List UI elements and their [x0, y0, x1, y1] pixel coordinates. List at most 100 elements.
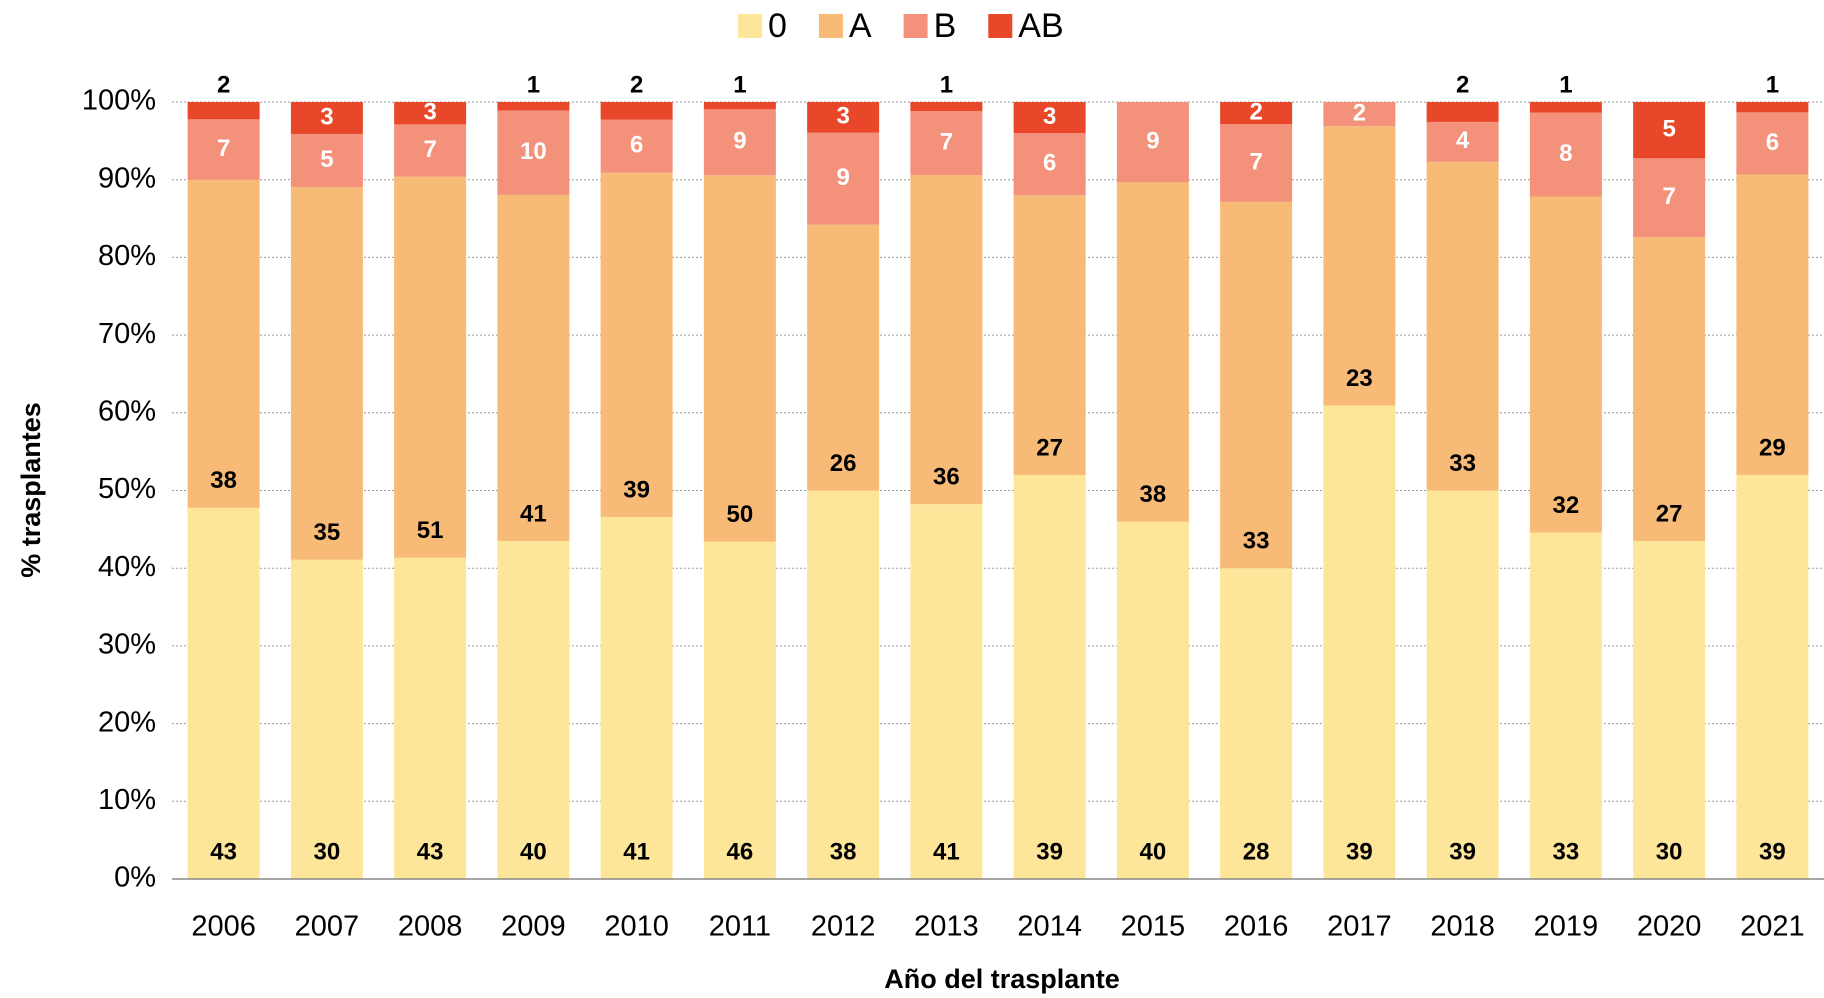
x-tick-label: 2012: [811, 911, 876, 943]
bar-segment: [1530, 533, 1602, 880]
y-tick-label: 70%: [98, 318, 156, 350]
data-label: 7: [423, 136, 436, 163]
data-label: 33: [1449, 450, 1476, 477]
y-tick-label: 80%: [98, 240, 156, 272]
bar-segment: [1323, 126, 1395, 405]
chart: % trasplantes Año del trasplante 0%10%20…: [0, 0, 1824, 998]
data-label: 1: [1766, 71, 1779, 98]
x-tick-label: 2016: [1224, 911, 1289, 943]
y-tick-label: 100%: [82, 85, 156, 117]
bar-segment: [1427, 491, 1499, 880]
bar-segment: [1530, 197, 1602, 533]
x-tick-label: 2015: [1121, 911, 1186, 943]
y-tick-label: 0%: [114, 862, 156, 894]
data-label: 43: [210, 838, 237, 865]
bar-segment: [1427, 162, 1499, 491]
data-label: 51: [417, 517, 444, 544]
bar-segment: [497, 102, 569, 110]
x-tick-label: 2009: [501, 911, 566, 943]
data-label: 1: [1559, 71, 1572, 98]
data-label: 39: [623, 476, 650, 503]
data-label: 8: [1559, 140, 1572, 167]
bar-segment: [497, 195, 569, 541]
x-tick-label: 2010: [604, 911, 669, 943]
data-label: 3: [423, 99, 436, 126]
data-label: 30: [1656, 838, 1683, 865]
bar-segment: [394, 558, 466, 879]
data-label: 6: [1043, 150, 1056, 177]
data-label: 10: [520, 138, 547, 165]
bar-segment: [1736, 175, 1808, 475]
bar-segment: [1220, 202, 1292, 568]
data-label: 5: [320, 146, 333, 173]
data-label: 38: [1140, 481, 1167, 508]
x-tick-label: 2019: [1534, 911, 1599, 943]
x-tick-label: 2013: [914, 911, 979, 943]
data-label: 39: [1449, 838, 1476, 865]
y-tick-label: 90%: [98, 162, 156, 194]
legend-swatch: [988, 14, 1012, 38]
bar-segment: [291, 560, 363, 879]
data-label: 9: [836, 164, 849, 191]
bar-segment: [1117, 522, 1189, 879]
legend-label: A: [849, 7, 872, 45]
bar-segment: [188, 508, 260, 879]
data-label: 35: [314, 519, 341, 546]
bar-segment: [1323, 406, 1395, 879]
legend-swatch: [904, 14, 928, 38]
data-label: 41: [520, 501, 547, 528]
data-label: 4: [1456, 127, 1470, 154]
data-label: 33: [1243, 528, 1270, 555]
data-label: 1: [527, 71, 540, 98]
data-label: 6: [1766, 129, 1779, 156]
data-label: 6: [630, 131, 643, 158]
data-label: 3: [1043, 103, 1056, 130]
bar-segment: [1736, 102, 1808, 112]
data-label: 27: [1036, 434, 1063, 461]
bar-segment: [1530, 102, 1602, 113]
x-tick-label: 2007: [295, 911, 360, 943]
data-label: 2: [217, 71, 230, 98]
data-label: 3: [320, 103, 333, 130]
data-label: 41: [933, 838, 960, 865]
data-label: 40: [520, 838, 547, 865]
data-label: 46: [727, 838, 754, 865]
x-tick-label: 2011: [709, 911, 771, 943]
data-label: 2: [1456, 71, 1469, 98]
data-label: 40: [1140, 838, 1167, 865]
data-label: 3: [836, 103, 849, 130]
x-axis-title: Año del trasplante: [884, 964, 1120, 994]
data-label: 9: [733, 128, 746, 155]
x-tick-label: 2017: [1327, 911, 1392, 943]
bar-segment: [704, 542, 776, 879]
data-label: 30: [314, 838, 341, 865]
y-tick-label: 50%: [98, 473, 156, 505]
y-tick-label: 30%: [98, 629, 156, 661]
bar-segment: [910, 102, 982, 111]
legend-label: B: [934, 7, 957, 45]
x-tick-label: 2018: [1430, 911, 1495, 943]
bar-segment: [1014, 475, 1086, 879]
data-label: 39: [1759, 838, 1786, 865]
data-label: 7: [1662, 183, 1675, 210]
x-tick-label: 2008: [398, 911, 463, 943]
data-label: 29: [1759, 434, 1786, 461]
bar-segment: [601, 517, 673, 879]
data-label: 36: [933, 464, 960, 491]
legend-swatch: [738, 14, 762, 38]
x-tick-label: 2020: [1637, 911, 1702, 943]
legend-label: 0: [768, 7, 787, 45]
x-tick-label: 2021: [1740, 911, 1805, 943]
data-label: 23: [1346, 365, 1373, 392]
data-label: 26: [830, 450, 857, 477]
bar-segment: [1427, 102, 1499, 122]
data-label: 39: [1346, 838, 1373, 865]
data-label: 7: [940, 128, 953, 155]
data-label: 5: [1662, 115, 1675, 142]
bar-segment: [704, 175, 776, 542]
x-tick-label: 2014: [1017, 911, 1082, 943]
bar-segment: [1633, 541, 1705, 879]
y-tick-label: 10%: [98, 784, 156, 816]
data-label: 38: [830, 838, 857, 865]
bar-segment: [1736, 475, 1808, 879]
